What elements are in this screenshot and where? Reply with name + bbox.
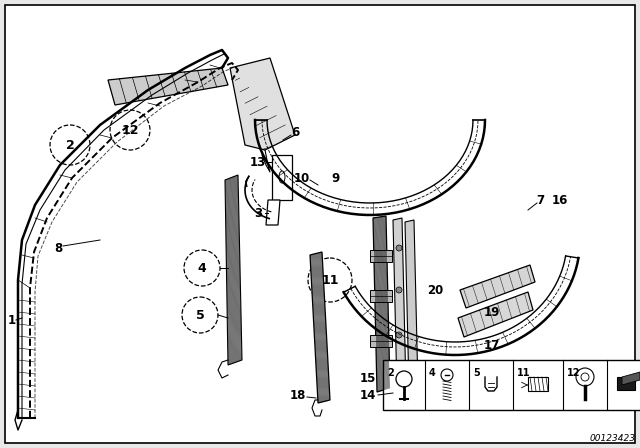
Text: 15: 15: [360, 371, 376, 384]
Text: 11: 11: [321, 273, 339, 287]
Polygon shape: [230, 58, 295, 150]
Text: 2: 2: [66, 138, 74, 151]
Text: 3: 3: [254, 207, 262, 220]
Text: 8: 8: [54, 241, 62, 254]
Text: 2: 2: [387, 368, 394, 378]
Ellipse shape: [279, 171, 285, 183]
Polygon shape: [225, 175, 242, 365]
Polygon shape: [405, 220, 418, 390]
Bar: [617, 377, 635, 390]
Text: 4: 4: [429, 368, 436, 378]
Text: 17: 17: [484, 339, 500, 352]
Bar: [383, 360, 640, 410]
Bar: [370, 335, 392, 347]
Circle shape: [396, 332, 402, 338]
Text: 11: 11: [517, 368, 531, 378]
Circle shape: [396, 245, 402, 251]
Text: 5: 5: [196, 309, 204, 322]
Text: 20: 20: [427, 284, 443, 297]
Text: 9: 9: [331, 172, 339, 185]
Polygon shape: [393, 218, 406, 392]
Polygon shape: [108, 68, 228, 105]
Text: 7: 7: [536, 194, 544, 207]
Text: 13: 13: [250, 155, 266, 168]
Polygon shape: [458, 292, 533, 337]
Text: 6: 6: [291, 125, 299, 138]
Text: 12: 12: [567, 368, 580, 378]
Bar: [370, 250, 392, 262]
Text: 10: 10: [294, 172, 310, 185]
Polygon shape: [266, 200, 280, 225]
Text: 00123423: 00123423: [590, 434, 636, 443]
Text: 4: 4: [198, 262, 206, 275]
Polygon shape: [460, 265, 535, 308]
Text: 18: 18: [290, 388, 306, 401]
Text: 19: 19: [484, 306, 500, 319]
Text: 5: 5: [473, 368, 480, 378]
Text: 1: 1: [8, 314, 16, 327]
Text: 16: 16: [552, 194, 568, 207]
Bar: [272, 155, 292, 200]
Bar: [370, 290, 392, 302]
Bar: [528, 377, 548, 391]
Circle shape: [396, 367, 402, 373]
Circle shape: [396, 287, 402, 293]
Polygon shape: [622, 372, 640, 385]
Polygon shape: [373, 216, 390, 392]
Polygon shape: [310, 252, 330, 403]
Text: 14: 14: [360, 388, 376, 401]
Text: 12: 12: [121, 124, 139, 137]
